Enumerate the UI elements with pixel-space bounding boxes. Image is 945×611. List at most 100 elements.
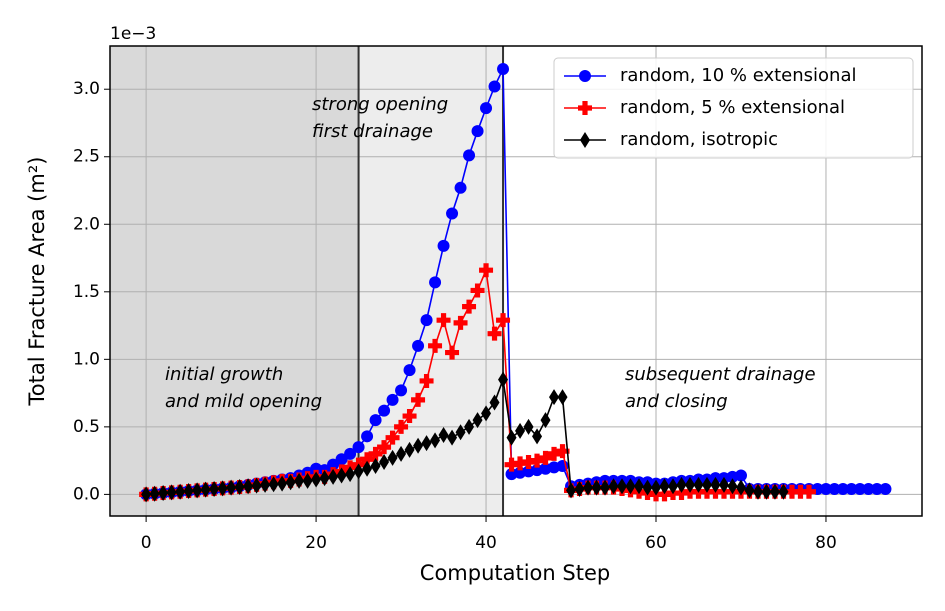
marker xyxy=(521,454,536,469)
marker xyxy=(727,478,738,495)
y-tick-label: 0.0 xyxy=(73,484,100,504)
marker xyxy=(778,483,789,500)
marker xyxy=(192,482,203,499)
marker xyxy=(251,477,262,494)
annotation: initial growth xyxy=(165,364,283,385)
x-tick-label: 60 xyxy=(645,533,667,553)
marker xyxy=(557,389,568,406)
legend-marker xyxy=(578,101,593,115)
marker xyxy=(549,389,560,406)
marker xyxy=(530,453,545,468)
marker xyxy=(710,476,721,493)
y-tick-label: 0.5 xyxy=(73,417,100,437)
marker xyxy=(828,482,841,495)
marker xyxy=(385,430,400,445)
marker xyxy=(302,472,313,489)
marker xyxy=(642,479,653,496)
marker xyxy=(685,476,695,493)
legend-box xyxy=(553,57,914,159)
marker xyxy=(547,446,562,461)
marker xyxy=(454,181,467,194)
marker xyxy=(386,393,399,406)
marker xyxy=(617,478,628,495)
marker xyxy=(464,418,475,435)
marker xyxy=(744,482,755,499)
marker xyxy=(411,392,426,407)
marker xyxy=(472,412,483,429)
annotation: and mild opening xyxy=(165,391,322,412)
marker xyxy=(651,479,662,496)
marker xyxy=(555,444,570,459)
annotation: and closing xyxy=(625,391,728,412)
marker xyxy=(226,479,237,496)
marker xyxy=(784,484,799,499)
marker xyxy=(793,484,808,499)
marker xyxy=(489,394,500,411)
marker xyxy=(345,466,356,483)
marker xyxy=(413,437,424,454)
marker xyxy=(445,345,460,360)
marker xyxy=(752,483,763,500)
marker xyxy=(260,476,271,493)
marker xyxy=(378,404,391,417)
marker xyxy=(344,447,357,460)
marker xyxy=(328,468,339,485)
marker xyxy=(701,476,712,493)
marker xyxy=(419,373,434,388)
marker xyxy=(479,263,494,278)
marker xyxy=(311,471,322,488)
marker xyxy=(583,479,594,496)
marker xyxy=(506,429,517,446)
marker xyxy=(437,239,450,252)
marker xyxy=(353,463,364,480)
marker xyxy=(438,426,449,443)
marker xyxy=(158,485,169,502)
marker xyxy=(243,478,254,495)
marker xyxy=(428,338,443,353)
annotation: strong opening xyxy=(312,94,448,115)
y-tick-label: 3.0 xyxy=(73,79,100,99)
marker xyxy=(403,364,416,377)
marker xyxy=(853,482,866,495)
marker xyxy=(352,441,365,454)
marker xyxy=(693,476,704,493)
marker xyxy=(327,458,340,471)
marker xyxy=(294,472,305,489)
x-axis-label: Computation Step xyxy=(420,561,610,585)
annotation: subsequent drainage xyxy=(625,364,816,385)
legend-label: random, 5 % extensional xyxy=(620,97,845,118)
marker xyxy=(488,80,501,93)
marker xyxy=(591,479,602,496)
annotation: first drainage xyxy=(312,121,433,142)
marker xyxy=(674,486,689,501)
marker xyxy=(395,384,408,397)
offset-text: 1e−3 xyxy=(110,24,156,44)
marker xyxy=(608,478,619,495)
marker xyxy=(336,467,347,484)
marker xyxy=(217,480,228,497)
marker xyxy=(463,149,476,162)
marker xyxy=(234,478,245,495)
marker xyxy=(471,125,484,138)
marker xyxy=(277,475,288,492)
y-tick-label: 1.0 xyxy=(73,349,100,369)
marker xyxy=(394,419,409,434)
marker xyxy=(447,429,458,446)
marker xyxy=(480,102,493,115)
marker xyxy=(436,313,451,328)
marker xyxy=(523,418,534,435)
marker xyxy=(659,478,670,495)
marker xyxy=(481,405,492,422)
marker xyxy=(504,457,519,472)
marker xyxy=(379,453,390,470)
marker xyxy=(735,479,746,496)
marker xyxy=(183,483,194,500)
plot-frame xyxy=(109,45,923,517)
legend-marker xyxy=(580,132,590,148)
marker xyxy=(149,485,160,502)
marker xyxy=(498,371,509,388)
marker xyxy=(200,481,211,498)
marker xyxy=(141,486,152,503)
marker xyxy=(761,483,772,500)
marker xyxy=(421,435,432,452)
